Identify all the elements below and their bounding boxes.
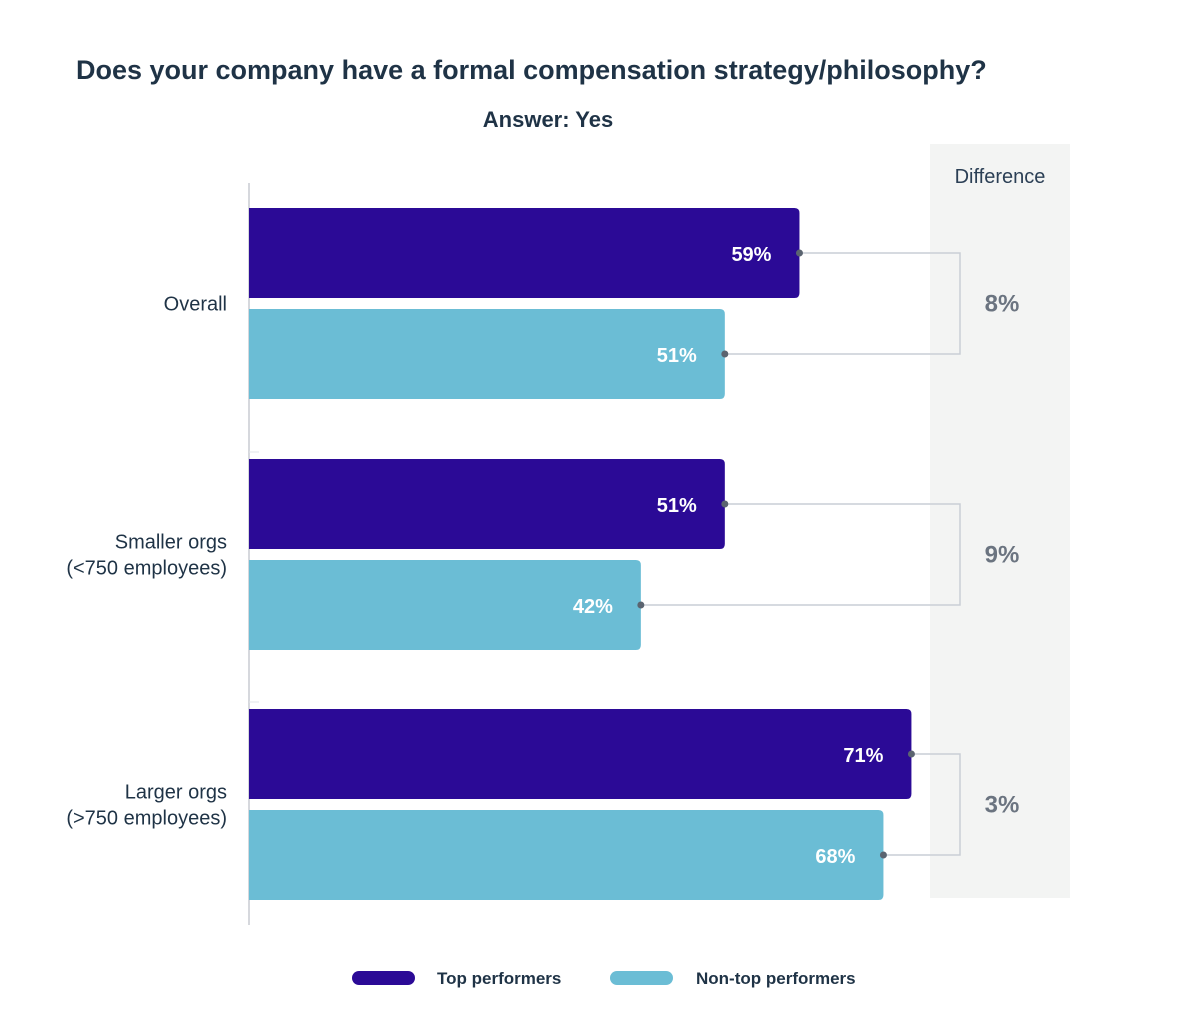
bar-top-performers — [249, 208, 800, 298]
legend-label: Non-top performers — [696, 969, 856, 988]
category-label: Overall — [164, 294, 227, 316]
category-label: Larger orgs — [125, 782, 227, 804]
bar-value-label: 59% — [731, 244, 771, 266]
bar-end-dot — [907, 750, 915, 758]
difference-panel — [930, 144, 1070, 898]
difference-header: Difference — [955, 166, 1046, 188]
difference-value: 9% — [985, 542, 1020, 569]
difference-bracket — [640, 503, 961, 606]
bar-value-label: 71% — [843, 745, 883, 767]
bar-value-label: 51% — [657, 345, 697, 367]
bar-top-performers — [249, 459, 725, 549]
bar-non-top-performers — [249, 309, 725, 399]
legend-label: Top performers — [437, 969, 561, 988]
legend-swatch — [352, 971, 415, 985]
chart-subtitle: Answer: Yes — [483, 107, 613, 132]
difference-bracket — [883, 753, 961, 856]
bar-non-top-performers — [249, 560, 641, 650]
bar-end-dot — [879, 851, 887, 859]
difference-bracket — [724, 252, 961, 355]
bar-value-label: 51% — [657, 495, 697, 517]
bar-value-label: 68% — [815, 846, 855, 868]
category-label: (<750 employees) — [66, 558, 227, 580]
bar-non-top-performers — [249, 810, 884, 900]
bar-end-dot — [721, 350, 729, 358]
bar-end-dot — [637, 601, 645, 609]
difference-value: 8% — [985, 291, 1020, 318]
chart-title: Does your company have a formal compensa… — [76, 55, 987, 85]
difference-value: 3% — [985, 792, 1020, 819]
category-label: (>750 employees) — [66, 808, 227, 830]
bar-top-performers — [249, 709, 912, 799]
bar-end-dot — [795, 249, 803, 257]
category-label: Smaller orgs — [115, 532, 227, 554]
legend-swatch — [610, 971, 673, 985]
bar-end-dot — [721, 500, 729, 508]
bar-value-label: 42% — [573, 596, 613, 618]
